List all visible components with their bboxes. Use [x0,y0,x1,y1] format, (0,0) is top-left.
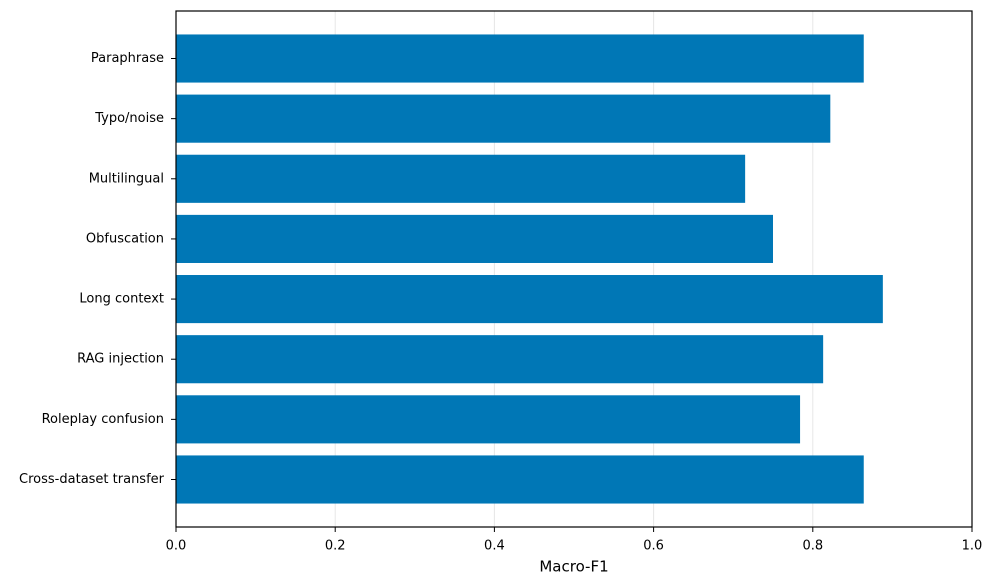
x-tick-label: 0.4 [484,539,505,554]
plot-frame [175,10,973,528]
bar [176,214,773,263]
x-axis-label: Macro-F1 [539,558,608,576]
y-tick-label: Long context [79,292,164,307]
bar [176,34,864,83]
y-tick-label: Obfuscation [86,231,164,246]
y-tick-label: RAG injection [77,352,164,367]
y-tick-label: Paraphrase [91,51,164,66]
y-tick-label: Multilingual [89,171,164,186]
bar [176,154,746,203]
bar [176,275,883,324]
x-tick-label: 0.6 [643,539,664,554]
y-tick-label: Cross-dataset transfer [19,472,165,487]
x-tick-label: 1.0 [962,539,983,554]
x-tick-label: 0.8 [802,539,823,554]
bar [176,455,864,504]
y-tick-label: Roleplay confusion [42,412,164,427]
bar [176,335,824,384]
y-tick-label: Typo/noise [94,111,164,126]
x-tick-label: 0.0 [166,539,187,554]
bar [176,395,801,444]
x-tick-label: 0.2 [325,539,346,554]
bar [176,94,831,143]
